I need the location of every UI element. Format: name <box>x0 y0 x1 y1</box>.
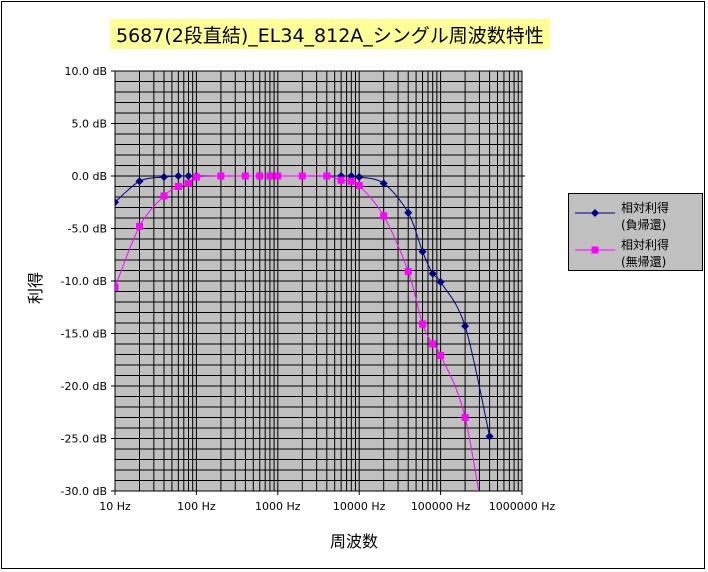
data-point <box>274 172 282 180</box>
data-point <box>185 179 193 187</box>
data-point <box>429 340 437 348</box>
data-point <box>337 176 345 184</box>
data-point <box>184 172 193 180</box>
legend-entry-no-feedback: 相対利得 (無帰還) <box>569 237 704 273</box>
x-tick-label: 10 Hz <box>99 500 131 513</box>
y-tick-label: -25.0 dB <box>61 433 108 446</box>
legend-label-no-feedback: 相対利得 (無帰還) <box>621 237 669 271</box>
legend-swatch-feedback <box>575 209 615 217</box>
grid-lines <box>114 70 522 492</box>
data-point <box>486 556 493 563</box>
y-tick-label: -10.0 dB <box>61 275 108 288</box>
data-point <box>418 247 427 256</box>
legend-label-feedback: 相対利得 (負帰還) <box>621 200 669 234</box>
chart-title-text: 5687(2段直結)_EL34_812A_シングル周波数特性 <box>116 24 544 47</box>
y-tick-label: -20.0 dB <box>61 380 108 393</box>
data-point <box>160 173 169 182</box>
data-point <box>428 269 437 278</box>
legend: 相対利得 (負帰還) 相対利得 (無帰還) <box>568 193 703 271</box>
data-point <box>192 173 200 181</box>
chart-title: 5687(2段直結)_EL34_812A_シングル周波数特性 <box>110 19 550 49</box>
data-point <box>241 172 249 180</box>
x-tick-label: 10000 Hz <box>333 500 386 513</box>
legend-swatch-no-feedback <box>575 246 615 254</box>
data-point <box>380 212 388 220</box>
x-tick-label: 100000 Hz <box>411 500 471 513</box>
data-point <box>266 172 274 180</box>
data-point <box>174 183 182 190</box>
data-point <box>419 320 427 328</box>
legend-label-feedback-line1: 相対利得 <box>621 201 670 215</box>
data-point <box>217 172 225 180</box>
data-point <box>115 198 119 207</box>
x-tick-label: 1000000 Hz <box>489 500 556 513</box>
data-point <box>379 179 388 188</box>
data-point <box>436 278 445 287</box>
legend-label-feedback-line2: (負帰還) <box>621 218 667 232</box>
y-tick-label: -5.0 dB <box>68 223 108 236</box>
data-point <box>135 177 144 186</box>
data-point <box>347 177 355 185</box>
y-tick-label: -15.0 dB <box>61 328 108 341</box>
x-tick-label: 100 Hz <box>177 500 216 513</box>
legend-label-no-feedback-line1: 相対利得 <box>621 238 670 252</box>
data-point <box>160 192 168 200</box>
data-point <box>136 222 144 230</box>
tick-labels: 10.0 dB 5.0 dB 0.0 dB -5.0 dB -10.0 dB -15.0 … <box>61 65 556 513</box>
x-tick-label: 1000 Hz <box>255 500 301 513</box>
series-layer <box>115 172 494 563</box>
y-axis-label: 利得 <box>26 271 46 305</box>
y-tick-label: 10.0 dB <box>64 65 107 78</box>
y-tick-label: -30.0 dB <box>61 485 108 498</box>
data-point <box>298 172 306 180</box>
data-point <box>355 173 364 182</box>
data-point <box>323 172 331 180</box>
data-point <box>461 322 470 331</box>
data-point <box>256 172 264 180</box>
y-tick-label: 5.0 dB <box>71 118 107 131</box>
series-2 <box>115 172 493 563</box>
data-point <box>404 268 412 276</box>
data-point <box>355 181 363 189</box>
data-point <box>461 414 469 421</box>
x-axis-label: 周波数 <box>329 532 378 551</box>
legend-label-no-feedback-line2: (無帰還) <box>621 255 667 269</box>
legend-entry-feedback: 相対利得 (負帰還) <box>569 200 704 236</box>
data-point <box>115 283 119 291</box>
data-point <box>174 172 183 180</box>
y-tick-label: 0.0 dB <box>71 170 107 183</box>
data-point <box>437 352 445 360</box>
data-point <box>404 208 413 217</box>
data-point <box>485 432 494 441</box>
